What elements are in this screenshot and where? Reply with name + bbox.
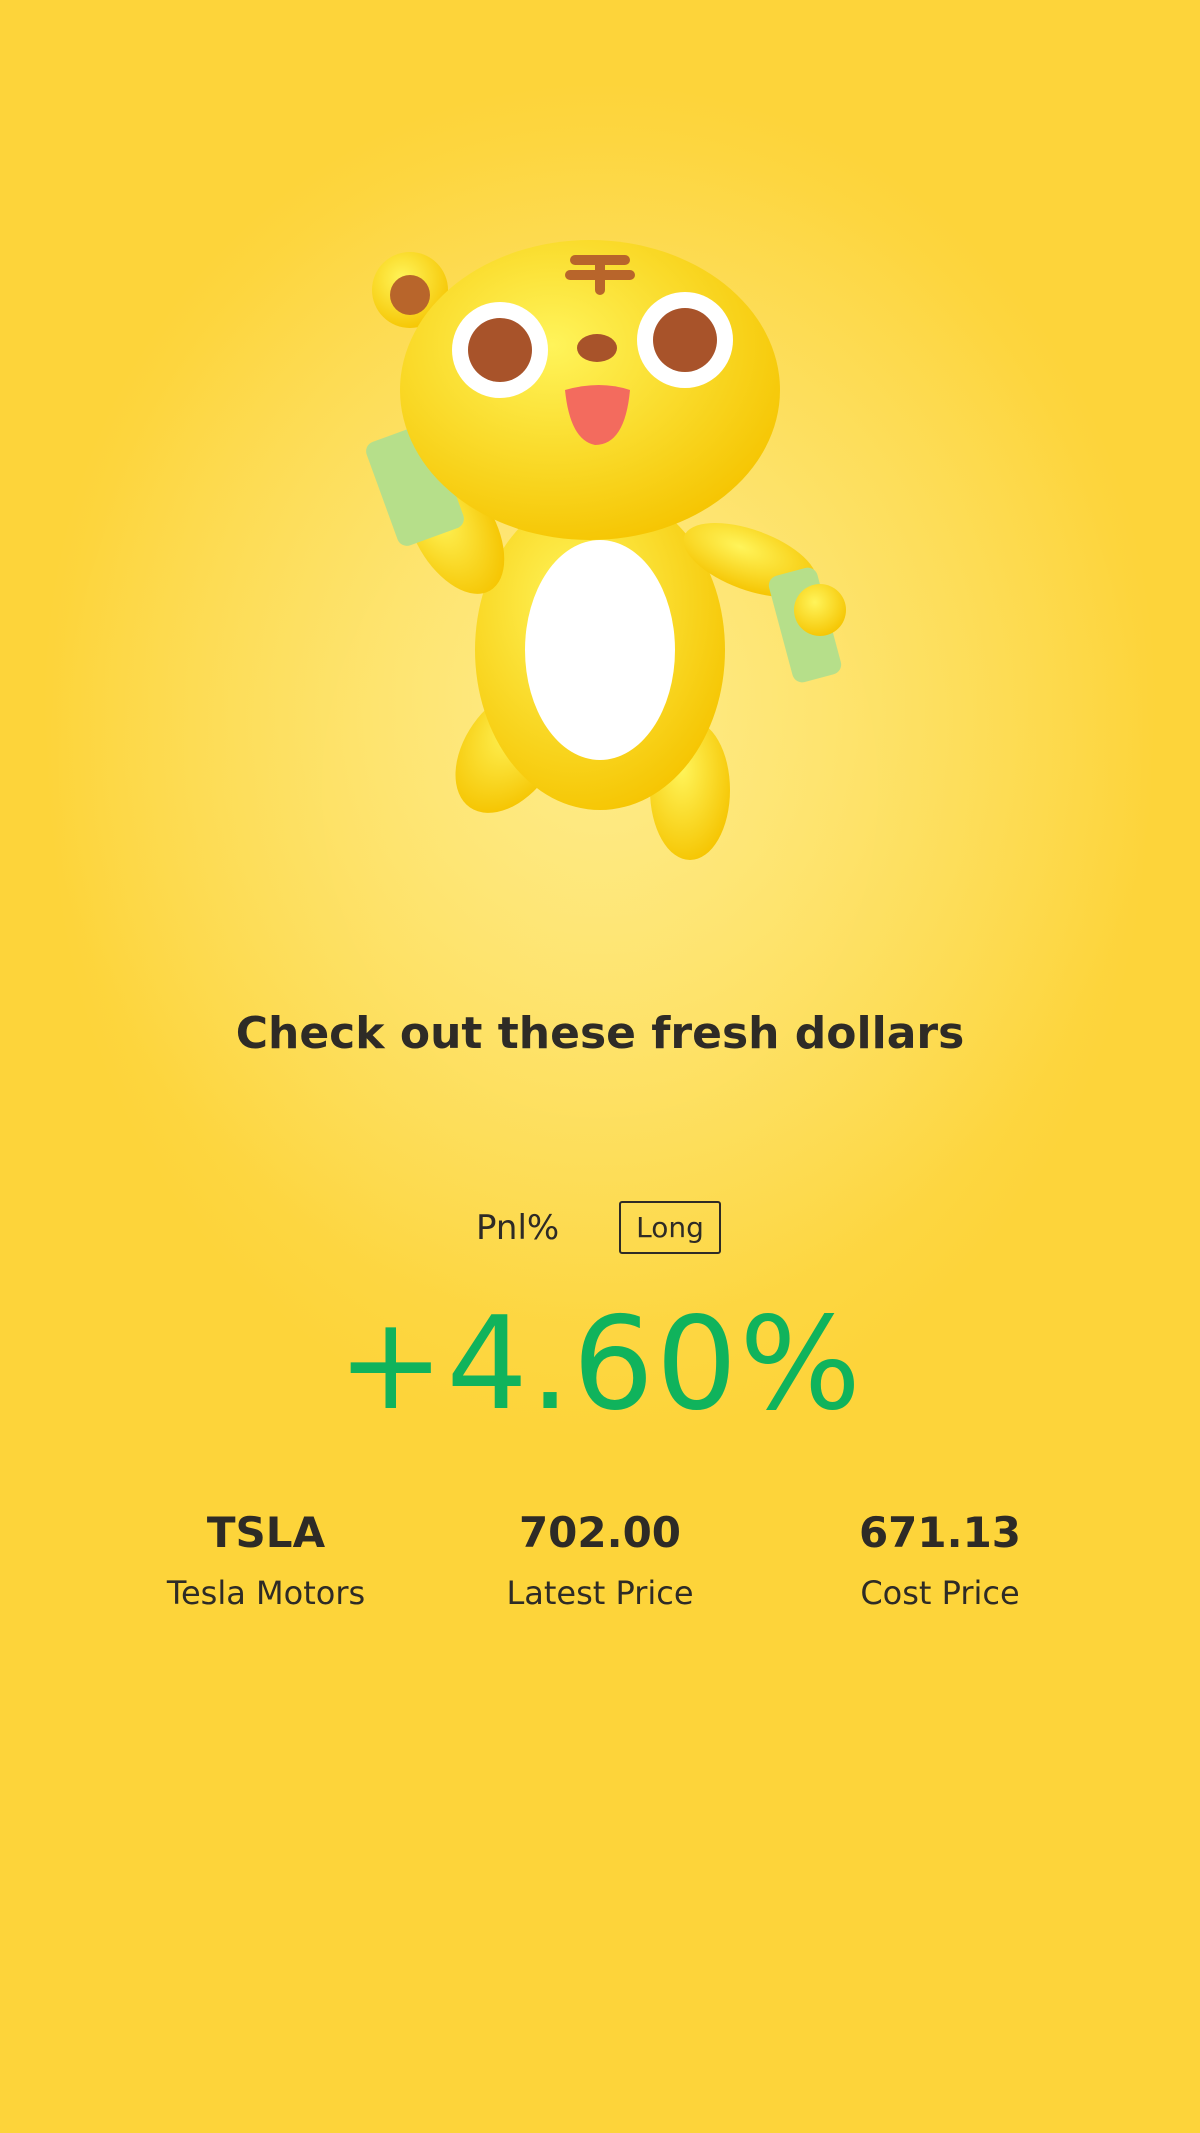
headline: Check out these fresh dollars	[235, 1008, 965, 1059]
pnl-label: Pnl%	[476, 1208, 560, 1248]
stock-symbol: TSLA	[206, 1508, 326, 1557]
latest-price-value: 702.00	[518, 1508, 682, 1557]
stat-latest-price: 702.00 Latest Price	[420, 1508, 780, 1612]
latest-price-label: Latest Price	[506, 1574, 694, 1612]
stat-cost-price: 671.13 Cost Price	[760, 1508, 1120, 1612]
position-side-badge: Long	[619, 1201, 721, 1254]
stat-symbol: TSLA Tesla Motors	[86, 1508, 446, 1612]
tiger-mascot-icon	[366, 240, 846, 860]
pnl-percent-value: +4.60%	[337, 1290, 863, 1439]
stock-name: Tesla Motors	[166, 1574, 366, 1612]
cost-price-label: Cost Price	[860, 1574, 1020, 1612]
cost-price-value: 671.13	[858, 1508, 1022, 1557]
